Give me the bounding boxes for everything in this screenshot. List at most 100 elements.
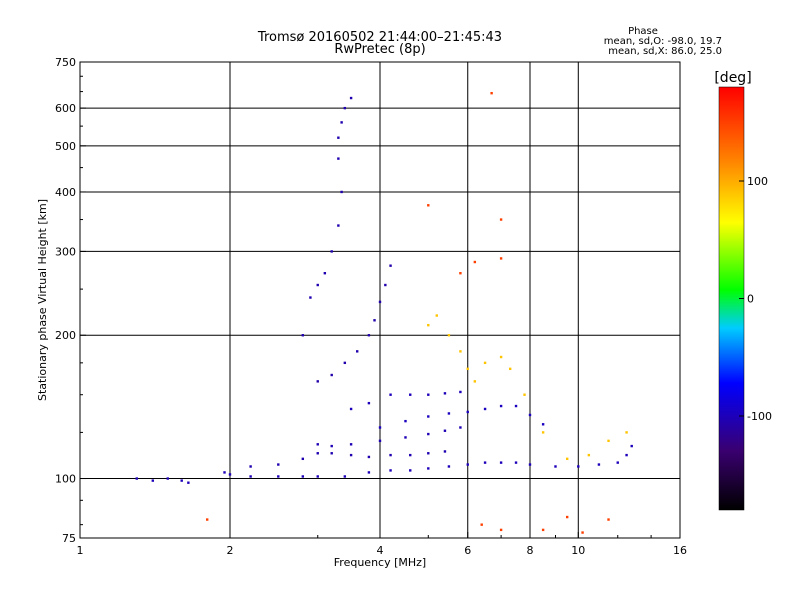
y-axis-label: Stationary phase Virtual Height [km]: [36, 199, 49, 401]
data-point: [466, 410, 469, 414]
data-point: [316, 380, 319, 383]
data-point: [373, 319, 376, 322]
data-point: [490, 91, 493, 95]
data-point: [508, 367, 512, 371]
data-point: [316, 452, 319, 455]
x-tick-label: 1: [77, 544, 84, 557]
stats-o-mode: mean, sd,O: -98.0, 19.7: [604, 36, 722, 47]
data-point: [337, 224, 340, 227]
data-point: [466, 367, 469, 371]
x-axis-label: Frequency [MHz]: [334, 556, 426, 569]
data-point: [541, 528, 545, 532]
y-tick-label: 300: [55, 245, 76, 258]
data-point: [340, 190, 343, 194]
data-point: [223, 471, 226, 474]
data-points: [135, 91, 633, 534]
data-point: [597, 463, 601, 466]
data-point: [443, 392, 447, 395]
data-point: [378, 439, 382, 443]
data-point: [205, 518, 209, 521]
data-point: [249, 475, 252, 478]
x-axis: 1 2 4 6 8 10 16: [77, 532, 687, 557]
data-point: [355, 350, 359, 353]
data-point: [459, 272, 462, 275]
data-point: [607, 439, 610, 443]
data-point: [309, 296, 312, 299]
data-point: [301, 475, 305, 478]
colorbar-tick-label: -100: [747, 410, 772, 423]
data-point: [409, 453, 412, 457]
stats-heading: Phase: [628, 26, 658, 37]
data-point: [499, 461, 503, 464]
y-tick-label: 600: [55, 102, 76, 115]
data-point: [367, 471, 371, 474]
data-point: [447, 334, 451, 337]
data-point: [301, 334, 305, 337]
grid-lines: [80, 62, 680, 538]
data-point: [483, 361, 487, 365]
data-point: [180, 479, 183, 482]
data-point: [514, 404, 518, 408]
y-tick-label: 500: [55, 140, 76, 153]
data-point: [625, 453, 628, 457]
data-point: [404, 436, 407, 439]
stats-x-mode: mean, sd,X: 86.0, 25.0: [608, 46, 722, 57]
data-point: [277, 463, 280, 466]
data-point: [480, 523, 483, 526]
data-point: [528, 413, 532, 417]
y-tick-label: 400: [55, 186, 76, 199]
data-point: [349, 443, 353, 446]
data-point: [630, 444, 633, 448]
data-point: [340, 121, 343, 124]
data-point: [499, 528, 503, 532]
y-tick-label: 200: [55, 329, 76, 342]
data-point: [277, 475, 280, 478]
data-point: [349, 407, 353, 411]
x-tick-label: 8: [527, 544, 534, 557]
data-point: [565, 457, 569, 461]
data-point: [447, 412, 451, 415]
data-point: [528, 463, 532, 466]
data-point: [625, 431, 628, 434]
data-point: [330, 373, 333, 377]
colorbar-ticks: -100 0 100: [739, 175, 772, 423]
data-point: [427, 467, 430, 470]
data-point: [447, 465, 451, 468]
data-point: [499, 218, 503, 221]
data-point: [541, 431, 545, 434]
data-point: [343, 106, 347, 110]
data-point: [427, 393, 430, 396]
data-point: [316, 475, 319, 478]
data-point: [323, 272, 327, 275]
data-point: [459, 350, 462, 353]
data-point: [565, 515, 569, 519]
data-point: [443, 450, 447, 453]
data-point: [389, 264, 392, 267]
data-point: [330, 444, 333, 448]
y-tick-label: 750: [55, 56, 76, 69]
data-point: [330, 250, 333, 253]
data-point: [316, 283, 319, 287]
data-point: [499, 257, 503, 260]
y-tick-label: 100: [55, 473, 76, 486]
colorbar-label: [deg]: [714, 70, 751, 86]
data-point: [389, 453, 392, 457]
data-point: [443, 429, 447, 432]
data-point: [166, 477, 169, 480]
data-point: [473, 380, 477, 383]
data-point: [483, 461, 487, 464]
data-point: [514, 461, 518, 464]
data-point: [587, 453, 591, 457]
data-point: [349, 96, 353, 100]
data-point: [378, 426, 382, 429]
data-point: [409, 393, 412, 396]
y-axis: 75 100 200 300 400 500 600 750: [55, 56, 86, 545]
data-point: [523, 393, 526, 396]
chart-title: Tromsø 20160502 21:44:00–21:45:43: [257, 30, 502, 45]
colorbar-tick-label: 0: [747, 293, 754, 306]
data-point: [330, 452, 333, 455]
y-tick-label: 75: [62, 532, 76, 545]
data-point: [367, 455, 371, 459]
x-tick-label: 16: [673, 544, 687, 557]
